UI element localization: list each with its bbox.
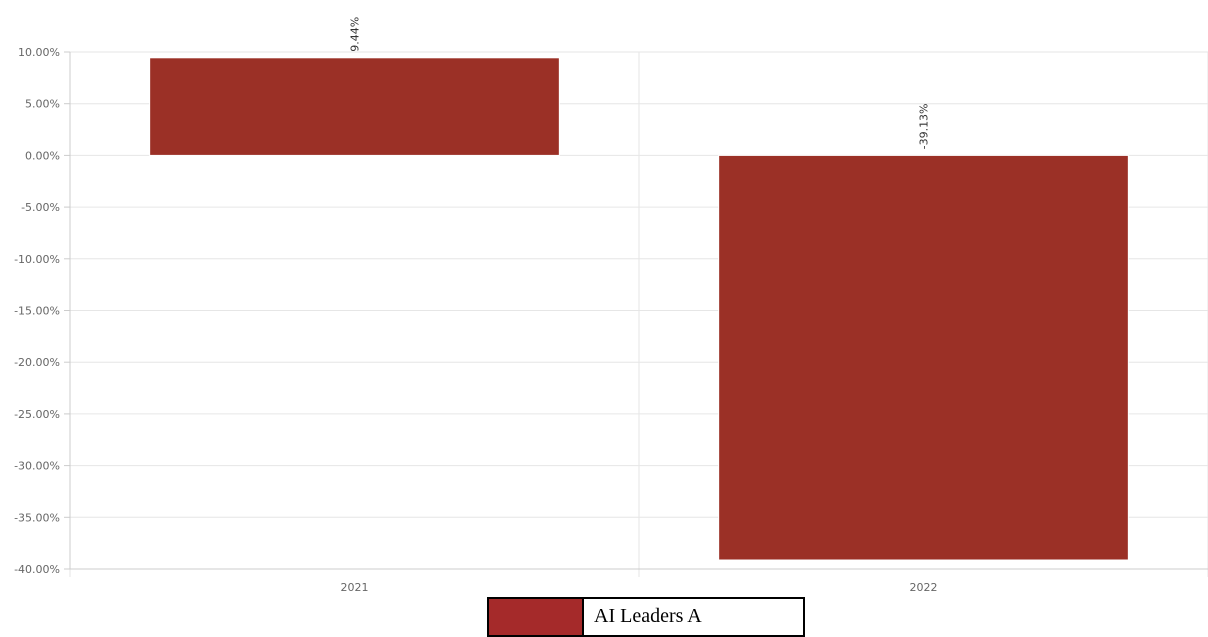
- bars: [149, 57, 1129, 561]
- data-label: 9.44%: [349, 17, 362, 52]
- y-axis: 10.00% 5.00% 0.00% -5.00% -10.00% -15.00% -20.…: [14, 46, 71, 576]
- y-tick-label: 0.00%: [25, 149, 60, 162]
- legend: AI Leaders A: [487, 597, 805, 637]
- y-tick-label: 5.00%: [25, 98, 60, 111]
- y-tick-label: -20.00%: [14, 356, 60, 369]
- bar[interactable]: [149, 57, 560, 156]
- data-label: -39.13%: [918, 103, 931, 149]
- bar[interactable]: [718, 154, 1129, 561]
- legend-swatch: [489, 599, 584, 635]
- data-labels: 9.44% -39.13%: [349, 17, 931, 150]
- y-tick-label: -10.00%: [14, 253, 60, 266]
- y-tick-label: -35.00%: [14, 511, 60, 524]
- x-axis: 2021 2022: [70, 568, 1208, 594]
- y-tick-label: -30.00%: [14, 460, 60, 473]
- y-tick-label: -15.00%: [14, 305, 60, 318]
- legend-label: AI Leaders A: [594, 605, 702, 627]
- x-tick-label: 2022: [910, 581, 938, 594]
- y-tick-label: -25.00%: [14, 408, 60, 421]
- y-tick-label: -5.00%: [21, 201, 60, 214]
- y-tick-label: 10.00%: [18, 46, 60, 59]
- y-tick-label: -40.00%: [14, 563, 60, 576]
- x-tick-label: 2021: [341, 581, 369, 594]
